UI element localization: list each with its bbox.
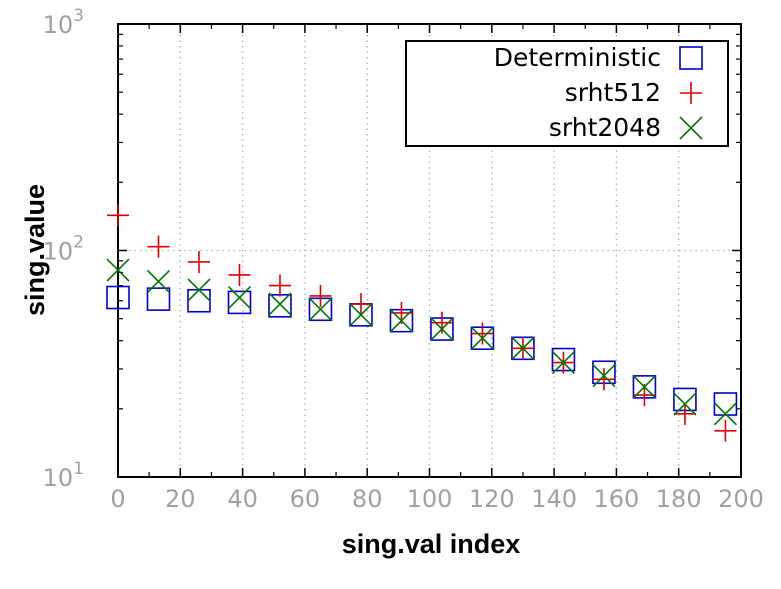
data-point-srht512 [268, 274, 291, 297]
data-point-srht512 [187, 250, 210, 273]
data-point-srht2048 [632, 375, 657, 399]
x-tick-label: 160 [593, 485, 639, 513]
data-point-srht512 [673, 402, 696, 425]
data-point-srht2048 [227, 285, 252, 310]
data-point-srht2048 [146, 269, 171, 294]
x-tick-label: 60 [290, 485, 321, 513]
data-point-Deterministic [146, 287, 171, 311]
data-point-srht2048 [268, 292, 292, 316]
x-tick-label: 0 [110, 485, 125, 513]
legend-label-deterministic: Deterministic [494, 43, 661, 72]
data-point-srht512 [349, 293, 372, 316]
data-point-srht2048 [511, 336, 535, 360]
legend-marker-srht2048 [679, 116, 703, 140]
data-point-srht2048 [713, 402, 737, 426]
data-point-Deterministic [227, 290, 252, 315]
y-axis-title: sing.value [20, 184, 50, 316]
legend-label-srht512: srht512 [565, 78, 661, 107]
data-point-srht2048 [592, 364, 616, 388]
series-srht2048 [106, 258, 737, 426]
data-point-srht2048 [106, 258, 130, 282]
data-point-srht2048 [673, 392, 697, 416]
x-tick-label: 80 [352, 485, 383, 513]
legend-label-srht2048: srht2048 [549, 113, 661, 142]
data-point-srht512 [228, 263, 251, 286]
x-tick-labels: 0 20 40 60 80 100 120 140 160 180 200 [110, 485, 764, 513]
y-tick-label: 102 [43, 233, 84, 266]
x-tick-label: 140 [531, 485, 577, 513]
data-point-srht2048 [389, 309, 414, 333]
legend-marker-srht512 [680, 82, 702, 104]
y-tick-label: 101 [43, 459, 84, 492]
legend: Deterministic srht512 srht2048 [405, 40, 729, 147]
legend-box [405, 40, 729, 147]
data-point-srht2048 [430, 317, 454, 341]
x-tick-label: 20 [165, 485, 196, 513]
data-point-srht2048 [187, 278, 211, 302]
data-point-srht512 [107, 204, 129, 227]
data-point-srht2048 [551, 351, 576, 375]
x-tick-label: 200 [718, 485, 764, 513]
data-point-Deterministic [106, 285, 130, 310]
x-axis-title: sing.val index [342, 529, 521, 559]
data-point-srht512 [471, 322, 494, 345]
data-point-srht2048 [308, 297, 333, 321]
legend-markers [679, 46, 703, 140]
x-tick-label: 120 [469, 485, 515, 513]
x-tick-label: 100 [407, 485, 453, 513]
data-point-srht2048 [470, 326, 495, 350]
data-point-srht512 [309, 284, 332, 307]
grid [118, 24, 741, 477]
data-point-srht2048 [349, 303, 373, 327]
y-tick-labels: 101 102 103 [43, 6, 84, 492]
data-point-srht512 [714, 419, 737, 442]
data-point-srht512 [592, 368, 615, 391]
data-point-srht512 [147, 235, 170, 258]
data-point-Deterministic [713, 392, 738, 416]
x-tick-label: 180 [656, 485, 702, 513]
plot-frame [117, 23, 742, 478]
data-marks [106, 204, 738, 442]
y-tick-label: 103 [43, 6, 84, 39]
x-tick-label: 40 [227, 485, 258, 513]
legend-marker-Deterministic [679, 46, 703, 70]
